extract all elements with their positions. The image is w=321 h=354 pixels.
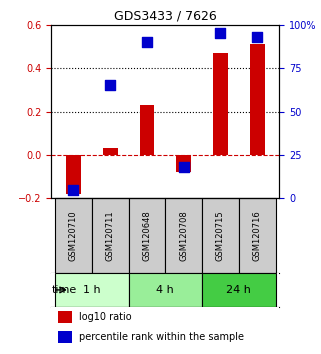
- FancyBboxPatch shape: [128, 198, 165, 273]
- Point: [255, 34, 260, 40]
- Text: log10 ratio: log10 ratio: [79, 312, 131, 322]
- FancyBboxPatch shape: [55, 273, 128, 307]
- Bar: [58, 311, 72, 323]
- Text: GSM120716: GSM120716: [253, 210, 262, 261]
- Text: GSM120708: GSM120708: [179, 210, 188, 261]
- Bar: [103, 148, 117, 155]
- Text: GSM120715: GSM120715: [216, 210, 225, 261]
- Text: GSM120711: GSM120711: [106, 210, 115, 261]
- Bar: [250, 44, 265, 155]
- Point: [181, 164, 186, 170]
- Text: GSM120648: GSM120648: [143, 210, 152, 261]
- FancyBboxPatch shape: [128, 273, 202, 307]
- FancyBboxPatch shape: [92, 198, 128, 273]
- Bar: [213, 53, 228, 155]
- Bar: [66, 155, 81, 194]
- Bar: [176, 155, 191, 172]
- FancyBboxPatch shape: [165, 198, 202, 273]
- Point: [144, 39, 150, 45]
- Text: time: time: [52, 285, 77, 295]
- Point: [71, 187, 76, 193]
- Title: GDS3433 / 7626: GDS3433 / 7626: [114, 9, 217, 22]
- FancyBboxPatch shape: [55, 198, 92, 273]
- Bar: [140, 105, 154, 155]
- Text: GSM120710: GSM120710: [69, 210, 78, 261]
- Text: 4 h: 4 h: [156, 285, 174, 295]
- Point: [218, 30, 223, 36]
- FancyBboxPatch shape: [239, 198, 276, 273]
- Point: [108, 82, 113, 88]
- Bar: [58, 331, 72, 343]
- Text: 1 h: 1 h: [83, 285, 100, 295]
- Text: percentile rank within the sample: percentile rank within the sample: [79, 332, 244, 342]
- FancyBboxPatch shape: [202, 273, 276, 307]
- FancyBboxPatch shape: [202, 198, 239, 273]
- Text: 24 h: 24 h: [226, 285, 251, 295]
